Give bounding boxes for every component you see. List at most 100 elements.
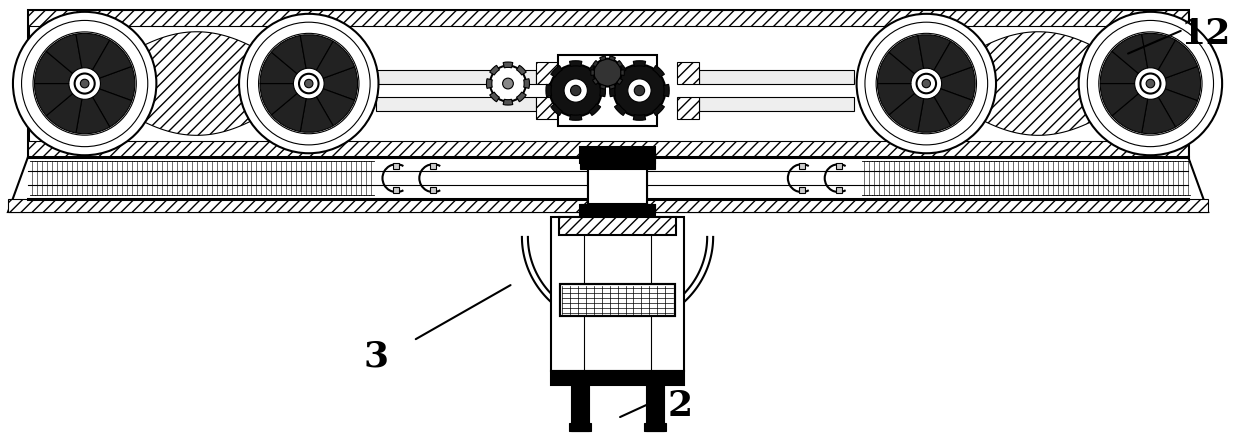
Wedge shape <box>609 57 615 62</box>
Wedge shape <box>918 98 951 133</box>
Wedge shape <box>878 53 915 85</box>
Wedge shape <box>1100 52 1138 85</box>
Wedge shape <box>551 67 562 78</box>
Bar <box>393 164 399 170</box>
Circle shape <box>81 80 89 88</box>
Circle shape <box>1079 13 1223 156</box>
Wedge shape <box>517 66 526 76</box>
Wedge shape <box>490 66 500 76</box>
Wedge shape <box>663 85 670 98</box>
Wedge shape <box>46 35 82 74</box>
Wedge shape <box>1112 35 1148 74</box>
Bar <box>588 170 647 205</box>
Bar <box>588 164 647 205</box>
Wedge shape <box>300 35 334 71</box>
Bar <box>559 284 676 316</box>
Bar <box>699 71 853 85</box>
Bar <box>377 71 536 85</box>
PathPatch shape <box>926 33 1151 136</box>
Wedge shape <box>616 79 622 85</box>
Circle shape <box>1087 21 1214 147</box>
Bar <box>551 371 684 385</box>
Circle shape <box>12 13 156 156</box>
Circle shape <box>21 21 148 147</box>
Circle shape <box>299 74 319 94</box>
Bar <box>558 56 657 127</box>
Wedge shape <box>918 35 951 71</box>
Circle shape <box>248 23 370 145</box>
Bar <box>430 188 436 194</box>
Circle shape <box>1099 33 1202 136</box>
Wedge shape <box>634 115 646 121</box>
Bar <box>677 63 699 85</box>
Wedge shape <box>76 34 110 71</box>
Circle shape <box>33 33 136 136</box>
Wedge shape <box>616 61 622 67</box>
Bar <box>579 156 656 170</box>
Wedge shape <box>35 85 73 117</box>
Wedge shape <box>316 90 355 127</box>
Circle shape <box>866 23 988 145</box>
Wedge shape <box>1142 98 1176 134</box>
Wedge shape <box>652 105 665 116</box>
Bar <box>579 205 656 212</box>
Wedge shape <box>634 62 646 67</box>
Bar <box>393 188 399 194</box>
Wedge shape <box>272 36 306 74</box>
Bar <box>27 11 1188 158</box>
Circle shape <box>1141 74 1161 94</box>
Wedge shape <box>93 90 131 128</box>
Wedge shape <box>99 67 135 102</box>
Wedge shape <box>600 85 605 90</box>
Wedge shape <box>652 67 665 78</box>
Circle shape <box>305 80 312 88</box>
Wedge shape <box>615 105 626 116</box>
PathPatch shape <box>84 33 309 136</box>
Text: 2: 2 <box>667 389 692 422</box>
Wedge shape <box>590 71 594 76</box>
Wedge shape <box>1158 90 1198 128</box>
Bar <box>536 63 558 85</box>
Wedge shape <box>1100 85 1138 117</box>
Circle shape <box>502 79 513 90</box>
Bar <box>570 385 589 431</box>
Wedge shape <box>272 94 306 132</box>
Wedge shape <box>546 85 552 98</box>
Wedge shape <box>523 80 529 89</box>
Wedge shape <box>551 105 562 116</box>
Wedge shape <box>600 57 605 62</box>
Bar <box>646 385 665 431</box>
Circle shape <box>1146 80 1154 88</box>
Wedge shape <box>593 79 599 85</box>
Wedge shape <box>260 53 298 85</box>
Wedge shape <box>1158 41 1198 79</box>
Wedge shape <box>615 67 626 78</box>
Wedge shape <box>517 93 526 102</box>
Bar <box>7 200 1208 212</box>
Wedge shape <box>878 85 915 116</box>
Bar <box>430 164 436 170</box>
Bar <box>551 218 684 371</box>
Wedge shape <box>889 36 924 74</box>
Circle shape <box>549 65 601 117</box>
Wedge shape <box>889 94 924 132</box>
Wedge shape <box>35 52 73 85</box>
Wedge shape <box>46 95 82 134</box>
Circle shape <box>570 86 580 96</box>
Bar <box>536 98 558 120</box>
Wedge shape <box>76 98 110 134</box>
Bar <box>559 218 676 235</box>
Bar <box>677 98 699 120</box>
Wedge shape <box>941 68 975 101</box>
Wedge shape <box>621 71 624 76</box>
Wedge shape <box>600 85 605 98</box>
Wedge shape <box>934 90 972 127</box>
Circle shape <box>490 67 526 102</box>
Wedge shape <box>1166 67 1200 102</box>
Circle shape <box>564 80 588 103</box>
Bar <box>799 164 805 170</box>
Bar <box>799 188 805 194</box>
Wedge shape <box>569 62 582 67</box>
Circle shape <box>877 34 977 134</box>
Bar <box>27 142 1188 158</box>
